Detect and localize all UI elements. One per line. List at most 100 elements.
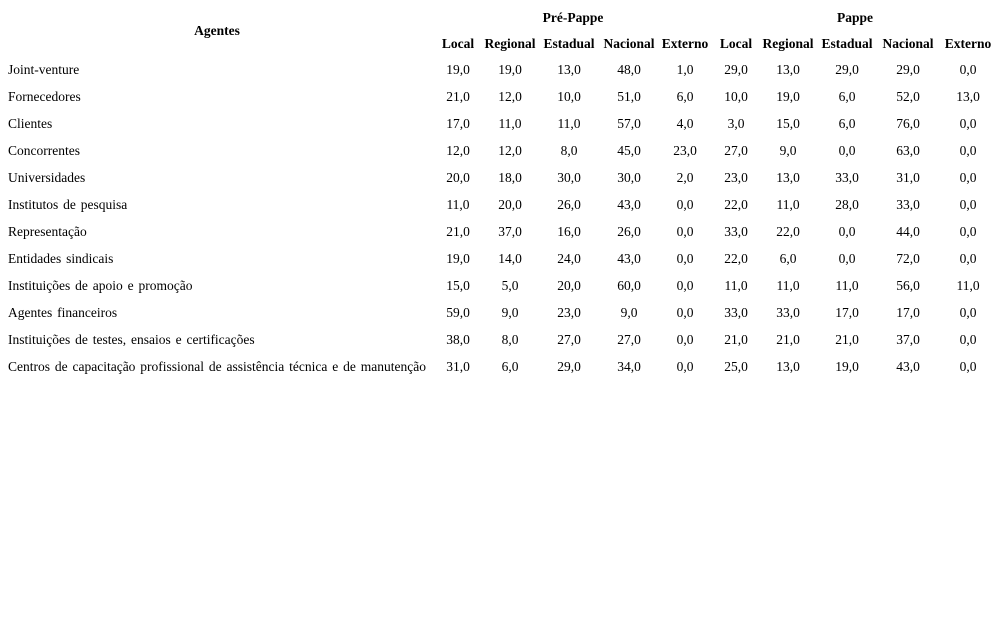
table-row: Fornecedores 21,0 12,0 10,0 51,0 6,0 10,… (0, 83, 998, 110)
data-cell: 33,0 (835, 169, 859, 185)
table-body: Joint-venture 19,0 19,0 13,0 48,0 1,0 29… (0, 56, 998, 380)
data-cell: 43,0 (896, 358, 920, 374)
data-cell: 19,0 (498, 61, 522, 77)
column-header-regional-2: Regional (762, 35, 814, 51)
data-cell: 0,0 (959, 142, 977, 158)
data-cell: 6,0 (838, 115, 856, 131)
data-cell: 10,0 (557, 88, 581, 104)
data-cell: 56,0 (896, 277, 920, 293)
data-cell: 0,0 (959, 169, 977, 185)
table-row: Centros de capacitação profissional de a… (0, 353, 998, 380)
column-header-nacional-2: Nacional (882, 35, 934, 51)
data-cell: 4,0 (676, 115, 694, 131)
data-cell: 31,0 (446, 358, 470, 374)
data-cell: 26,0 (617, 223, 641, 239)
data-cell: 21,0 (835, 331, 859, 347)
data-cell: 29,0 (835, 61, 859, 77)
table-row: Entidades sindicais 19,0 14,0 24,0 43,0 … (0, 245, 998, 272)
data-cell: 27,0 (617, 331, 641, 347)
column-header-nacional-1: Nacional (603, 35, 655, 51)
row-label: Instituições de apoio e promoção (8, 277, 193, 293)
data-cell: 17,0 (835, 304, 859, 320)
data-cell: 13,0 (557, 61, 581, 77)
data-cell: 21,0 (776, 331, 800, 347)
data-cell: 59,0 (446, 304, 470, 320)
data-cell: 30,0 (557, 169, 581, 185)
row-label: Joint-venture (8, 61, 80, 77)
table-row: Instituições de testes, ensaios e certif… (0, 326, 998, 353)
data-cell: 51,0 (617, 88, 641, 104)
group-header-pappe: Pappe (837, 10, 874, 25)
data-cell: 15,0 (776, 115, 800, 131)
data-cell: 12,0 (498, 142, 522, 158)
column-header-estadual-2: Estadual (821, 35, 873, 51)
data-cell: 12,0 (446, 142, 470, 158)
data-cell: 11,0 (835, 277, 859, 293)
row-label: Clientes (8, 115, 53, 131)
data-cell: 19,0 (835, 358, 859, 374)
data-cell: 22,0 (776, 223, 800, 239)
data-cell: 22,0 (724, 196, 748, 212)
data-cell: 63,0 (896, 142, 920, 158)
data-cell: 18,0 (498, 169, 522, 185)
data-cell: 21,0 (724, 331, 748, 347)
data-cell: 30,0 (617, 169, 641, 185)
data-cell: 11,0 (776, 277, 800, 293)
data-cell: 0,0 (959, 358, 977, 374)
data-cell: 60,0 (617, 277, 641, 293)
row-label: Instituições de testes, ensaios e certif… (8, 331, 255, 347)
data-cell: 20,0 (446, 169, 470, 185)
data-cell: 0,0 (959, 61, 977, 77)
data-cell: 33,0 (724, 223, 748, 239)
data-cell: 0,0 (838, 223, 856, 239)
data-cell: 43,0 (617, 196, 641, 212)
data-cell: 20,0 (557, 277, 581, 293)
data-cell: 14,0 (498, 250, 522, 266)
data-cell: 8,0 (560, 142, 578, 158)
data-cell: 27,0 (724, 142, 748, 158)
data-cell: 48,0 (617, 61, 641, 77)
row-label: Agentes financeiros (8, 304, 118, 320)
data-cell: 22,0 (724, 250, 748, 266)
data-cell: 0,0 (838, 142, 856, 158)
table-row: Instituições de apoio e promoção 15,0 5,… (0, 272, 998, 299)
data-cell: 33,0 (896, 196, 920, 212)
data-cell: 0,0 (676, 223, 694, 239)
data-cell: 17,0 (446, 115, 470, 131)
data-cell: 11,0 (956, 277, 980, 293)
data-cell: 6,0 (838, 88, 856, 104)
data-cell: 38,0 (446, 331, 470, 347)
data-cell: 5,0 (501, 277, 519, 293)
column-header-local-1: Local (441, 35, 475, 51)
column-header-externo-2: Externo (944, 35, 992, 51)
data-cell: 45,0 (617, 142, 641, 158)
column-header-regional-1: Regional (484, 35, 536, 51)
data-cell: 23,0 (673, 142, 697, 158)
agents-table: Agentes Pré-Pappe Pappe Local Regional E… (0, 5, 998, 380)
table-header: Agentes Pré-Pappe Pappe Local Regional E… (0, 5, 998, 56)
column-header-externo-1: Externo (661, 35, 709, 51)
data-cell: 43,0 (617, 250, 641, 266)
data-cell: 11,0 (446, 196, 470, 212)
data-cell: 12,0 (498, 88, 522, 104)
data-cell: 72,0 (896, 250, 920, 266)
table-row: Agentes financeiros 59,0 9,0 23,0 9,0 0,… (0, 299, 998, 326)
data-cell: 19,0 (776, 88, 800, 104)
subheader-row: Local Regional Estadual Nacional Externo… (0, 31, 998, 56)
data-cell: 9,0 (620, 304, 638, 320)
data-cell: 33,0 (724, 304, 748, 320)
table-row: Representação 21,0 37,0 16,0 26,0 0,0 33… (0, 218, 998, 245)
data-cell: 11,0 (724, 277, 748, 293)
row-label: Fornecedores (8, 88, 81, 104)
data-cell: 37,0 (896, 331, 920, 347)
data-cell: 21,0 (446, 223, 470, 239)
data-cell: 29,0 (557, 358, 581, 374)
data-cell: 0,0 (676, 196, 694, 212)
data-cell: 9,0 (779, 142, 797, 158)
data-cell: 13,0 (776, 169, 800, 185)
table-row: Concorrentes 12,0 12,0 8,0 45,0 23,0 27,… (0, 137, 998, 164)
data-cell: 17,0 (896, 304, 920, 320)
group-header-row: Agentes Pré-Pappe Pappe (0, 5, 998, 38)
data-cell: 0,0 (959, 304, 977, 320)
data-cell: 11,0 (557, 115, 581, 131)
